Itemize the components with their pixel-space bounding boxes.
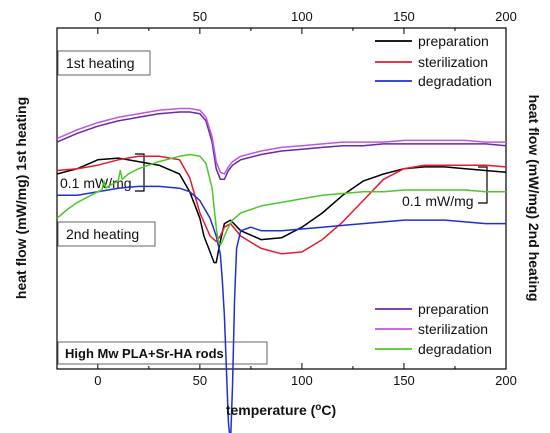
- series-line-panel2-sterilization: [56, 107, 506, 175]
- panel-label-2nd-heating: 2nd heating: [57, 221, 156, 247]
- x-tick-label-bottom-0: 0: [94, 373, 101, 388]
- series-line-panel1-preparation: [56, 157, 507, 264]
- panel-label-1st-heating: 1st heating: [57, 50, 151, 76]
- x-tick-label-bottom-200: 200: [495, 373, 517, 388]
- panel-label-1st-heating-text: 1st heating: [66, 55, 135, 71]
- axis-ticks: 0 0 50 50 100 100 150 150 200 200: [94, 9, 517, 388]
- x-tick-label-top-150: 150: [393, 9, 415, 24]
- legend-label-panel2-preparation: preparation: [418, 301, 489, 317]
- legend-label-panel2-degradation: degradation: [418, 341, 492, 357]
- series-line-panel2-preparation: [56, 111, 507, 181]
- x-tick-label-bottom-100: 100: [291, 373, 313, 388]
- legend-layer: preparation sterilization degradation prepa…: [375, 33, 492, 357]
- scale-bar-left: 0.1 mW/mg: [60, 153, 145, 192]
- x-tick-label-top-50: 50: [193, 9, 207, 24]
- x-axis-title: temperature (oC): [226, 402, 336, 419]
- series-layer: [56, 107, 507, 433]
- x-tick-label-bottom-150: 150: [393, 373, 415, 388]
- x-tick-label-top-200: 200: [495, 9, 517, 24]
- x-tick-label-top-100: 100: [291, 9, 313, 24]
- scale-bar-right-label: 0.1 mW/mg: [402, 193, 474, 209]
- series-line-panel2-degradation: [56, 153, 506, 246]
- panel-label-2nd-heating-text: 2nd heating: [66, 226, 139, 242]
- scale-bar-left-label: 0.1 mW/mg: [60, 175, 132, 191]
- sample-annotation: High Mw PLA+Sr-HA rods: [57, 341, 268, 365]
- y-axis-title-right: heat flow (mW/mg) 2nd heating: [526, 95, 542, 302]
- legend-label-panel1-degradation: degradation: [418, 73, 492, 89]
- legend-label-panel1-preparation: preparation: [418, 33, 489, 49]
- legend-label-panel1-sterilization: sterilization: [418, 54, 488, 70]
- y-axis-title-left: heat flow (mW/mg) 1st heating: [13, 97, 29, 299]
- x-tick-label-top-0: 0: [94, 9, 101, 24]
- series-line-panel1-degradation: [57, 185, 506, 433]
- legend-label-panel2-sterilization: sterilization: [418, 321, 488, 337]
- sample-annotation-text: High Mw PLA+Sr-HA rods: [65, 346, 224, 361]
- series-line-panel1-sterilization: [56, 155, 507, 255]
- plot-frame: [56, 27, 507, 370]
- scale-bar-right: 0.1 mW/mg: [402, 166, 488, 209]
- x-tick-label-bottom-50: 50: [193, 373, 207, 388]
